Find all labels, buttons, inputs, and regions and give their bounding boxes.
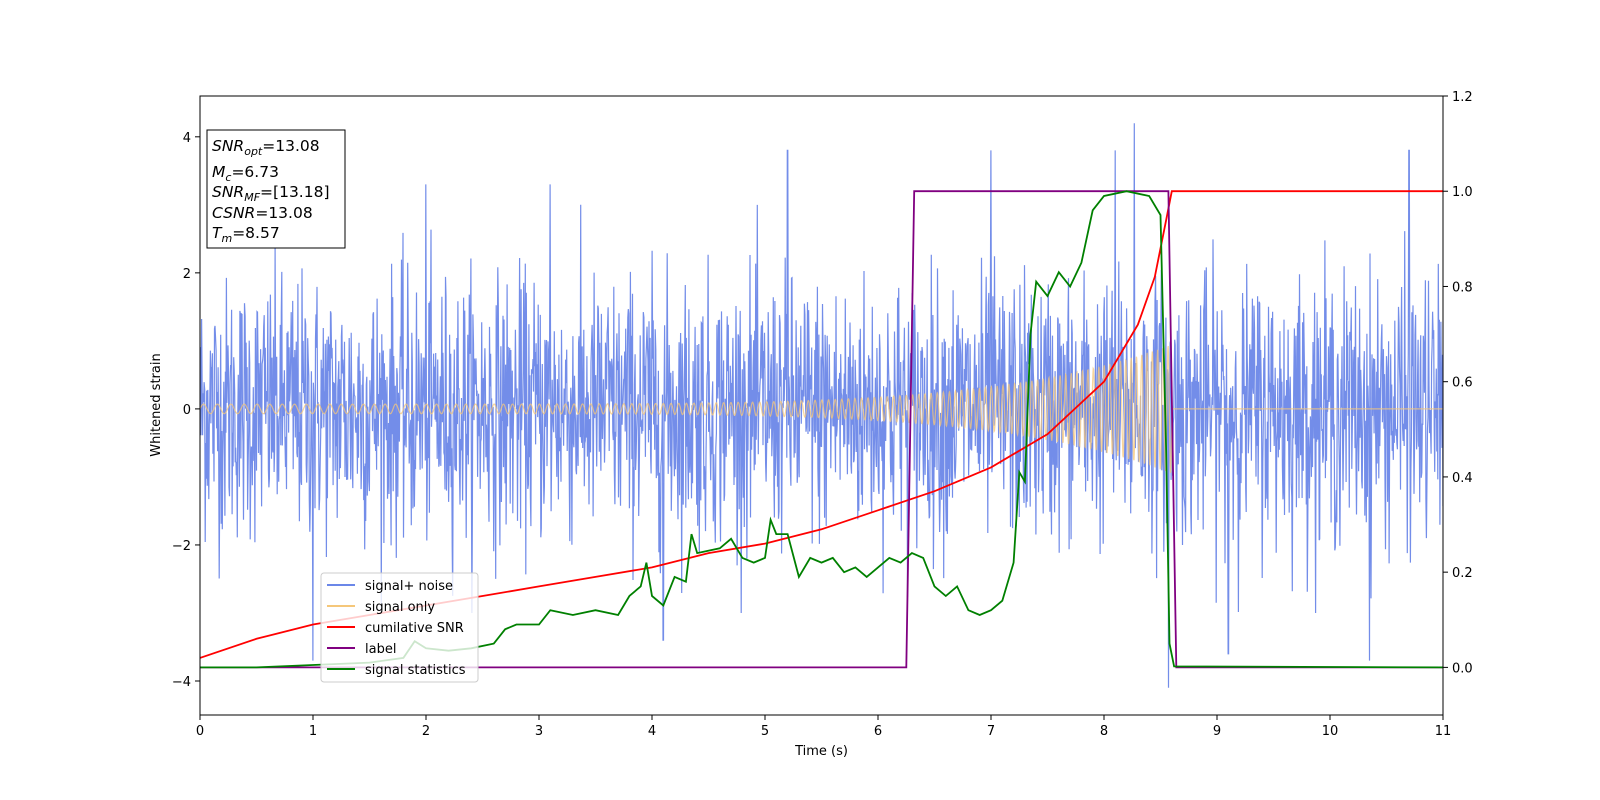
legend: signal+ noise signal only cumilative SNR la…	[320, 572, 479, 683]
x-tick-label: 11	[1435, 724, 1452, 739]
x-tick-label: 7	[987, 724, 995, 739]
y-left-tick-label: −2	[172, 539, 191, 554]
legend-label: cumilative SNR	[365, 621, 464, 636]
y-left-tick-label: 4	[183, 131, 191, 146]
y-right-tick-label: 1.2	[1452, 90, 1473, 105]
y-right-tick-label: 1.0	[1452, 185, 1473, 200]
x-tick-label: 10	[1322, 724, 1339, 739]
y-right-tick-label: 0.8	[1452, 280, 1473, 295]
info-mc: Mc=6.73	[212, 163, 279, 184]
x-tick-label: 8	[1100, 724, 1108, 739]
legend-frame	[320, 572, 479, 683]
legend-label: signal statistics	[365, 663, 466, 678]
y-left-tick-label: 0	[183, 403, 191, 418]
x-tick-label: 6	[874, 724, 882, 739]
info-box: SNRopt=13.08 Mc=6.73 SNRMF=[13.18] CSNR=…	[206, 129, 346, 249]
x-tick-label: 2	[422, 724, 430, 739]
y-left-tick-label: −4	[172, 675, 191, 690]
y-right-tick-label: 0.6	[1452, 376, 1473, 391]
info-snr-opt: SNRopt=13.08	[212, 137, 320, 158]
plot-frame	[199, 95, 1444, 716]
series-signal-noise	[200, 123, 1443, 688]
legend-label: signal+ noise	[365, 579, 453, 594]
x-tick-label: 1	[309, 724, 317, 739]
y-right-tick-label: 0.0	[1452, 661, 1473, 676]
x-tick-label: 9	[1213, 724, 1221, 739]
legend-label: signal only	[365, 600, 435, 615]
info-tm: Tm=8.57	[212, 224, 280, 245]
series-signal-only	[200, 345, 1443, 473]
x-tick-label: 4	[648, 724, 656, 739]
y-right-tick-label: 0.2	[1452, 566, 1473, 581]
x-axis-label: Time (s)	[794, 744, 848, 759]
y-left-tick-label: 2	[183, 267, 191, 282]
x-tick-label: 3	[535, 724, 543, 739]
legend-label: label	[365, 642, 396, 657]
info-csnr: CSNR=13.08	[212, 204, 313, 222]
x-tick-label: 5	[761, 724, 769, 739]
x-tick-label: 0	[196, 724, 204, 739]
y-right-tick-label: 0.4	[1452, 471, 1473, 486]
y-axis-label: Whitened strain	[149, 353, 164, 456]
series-signal-statistics	[200, 190, 1443, 669]
info-snr-mf: SNRMF=[13.18]	[212, 183, 330, 204]
